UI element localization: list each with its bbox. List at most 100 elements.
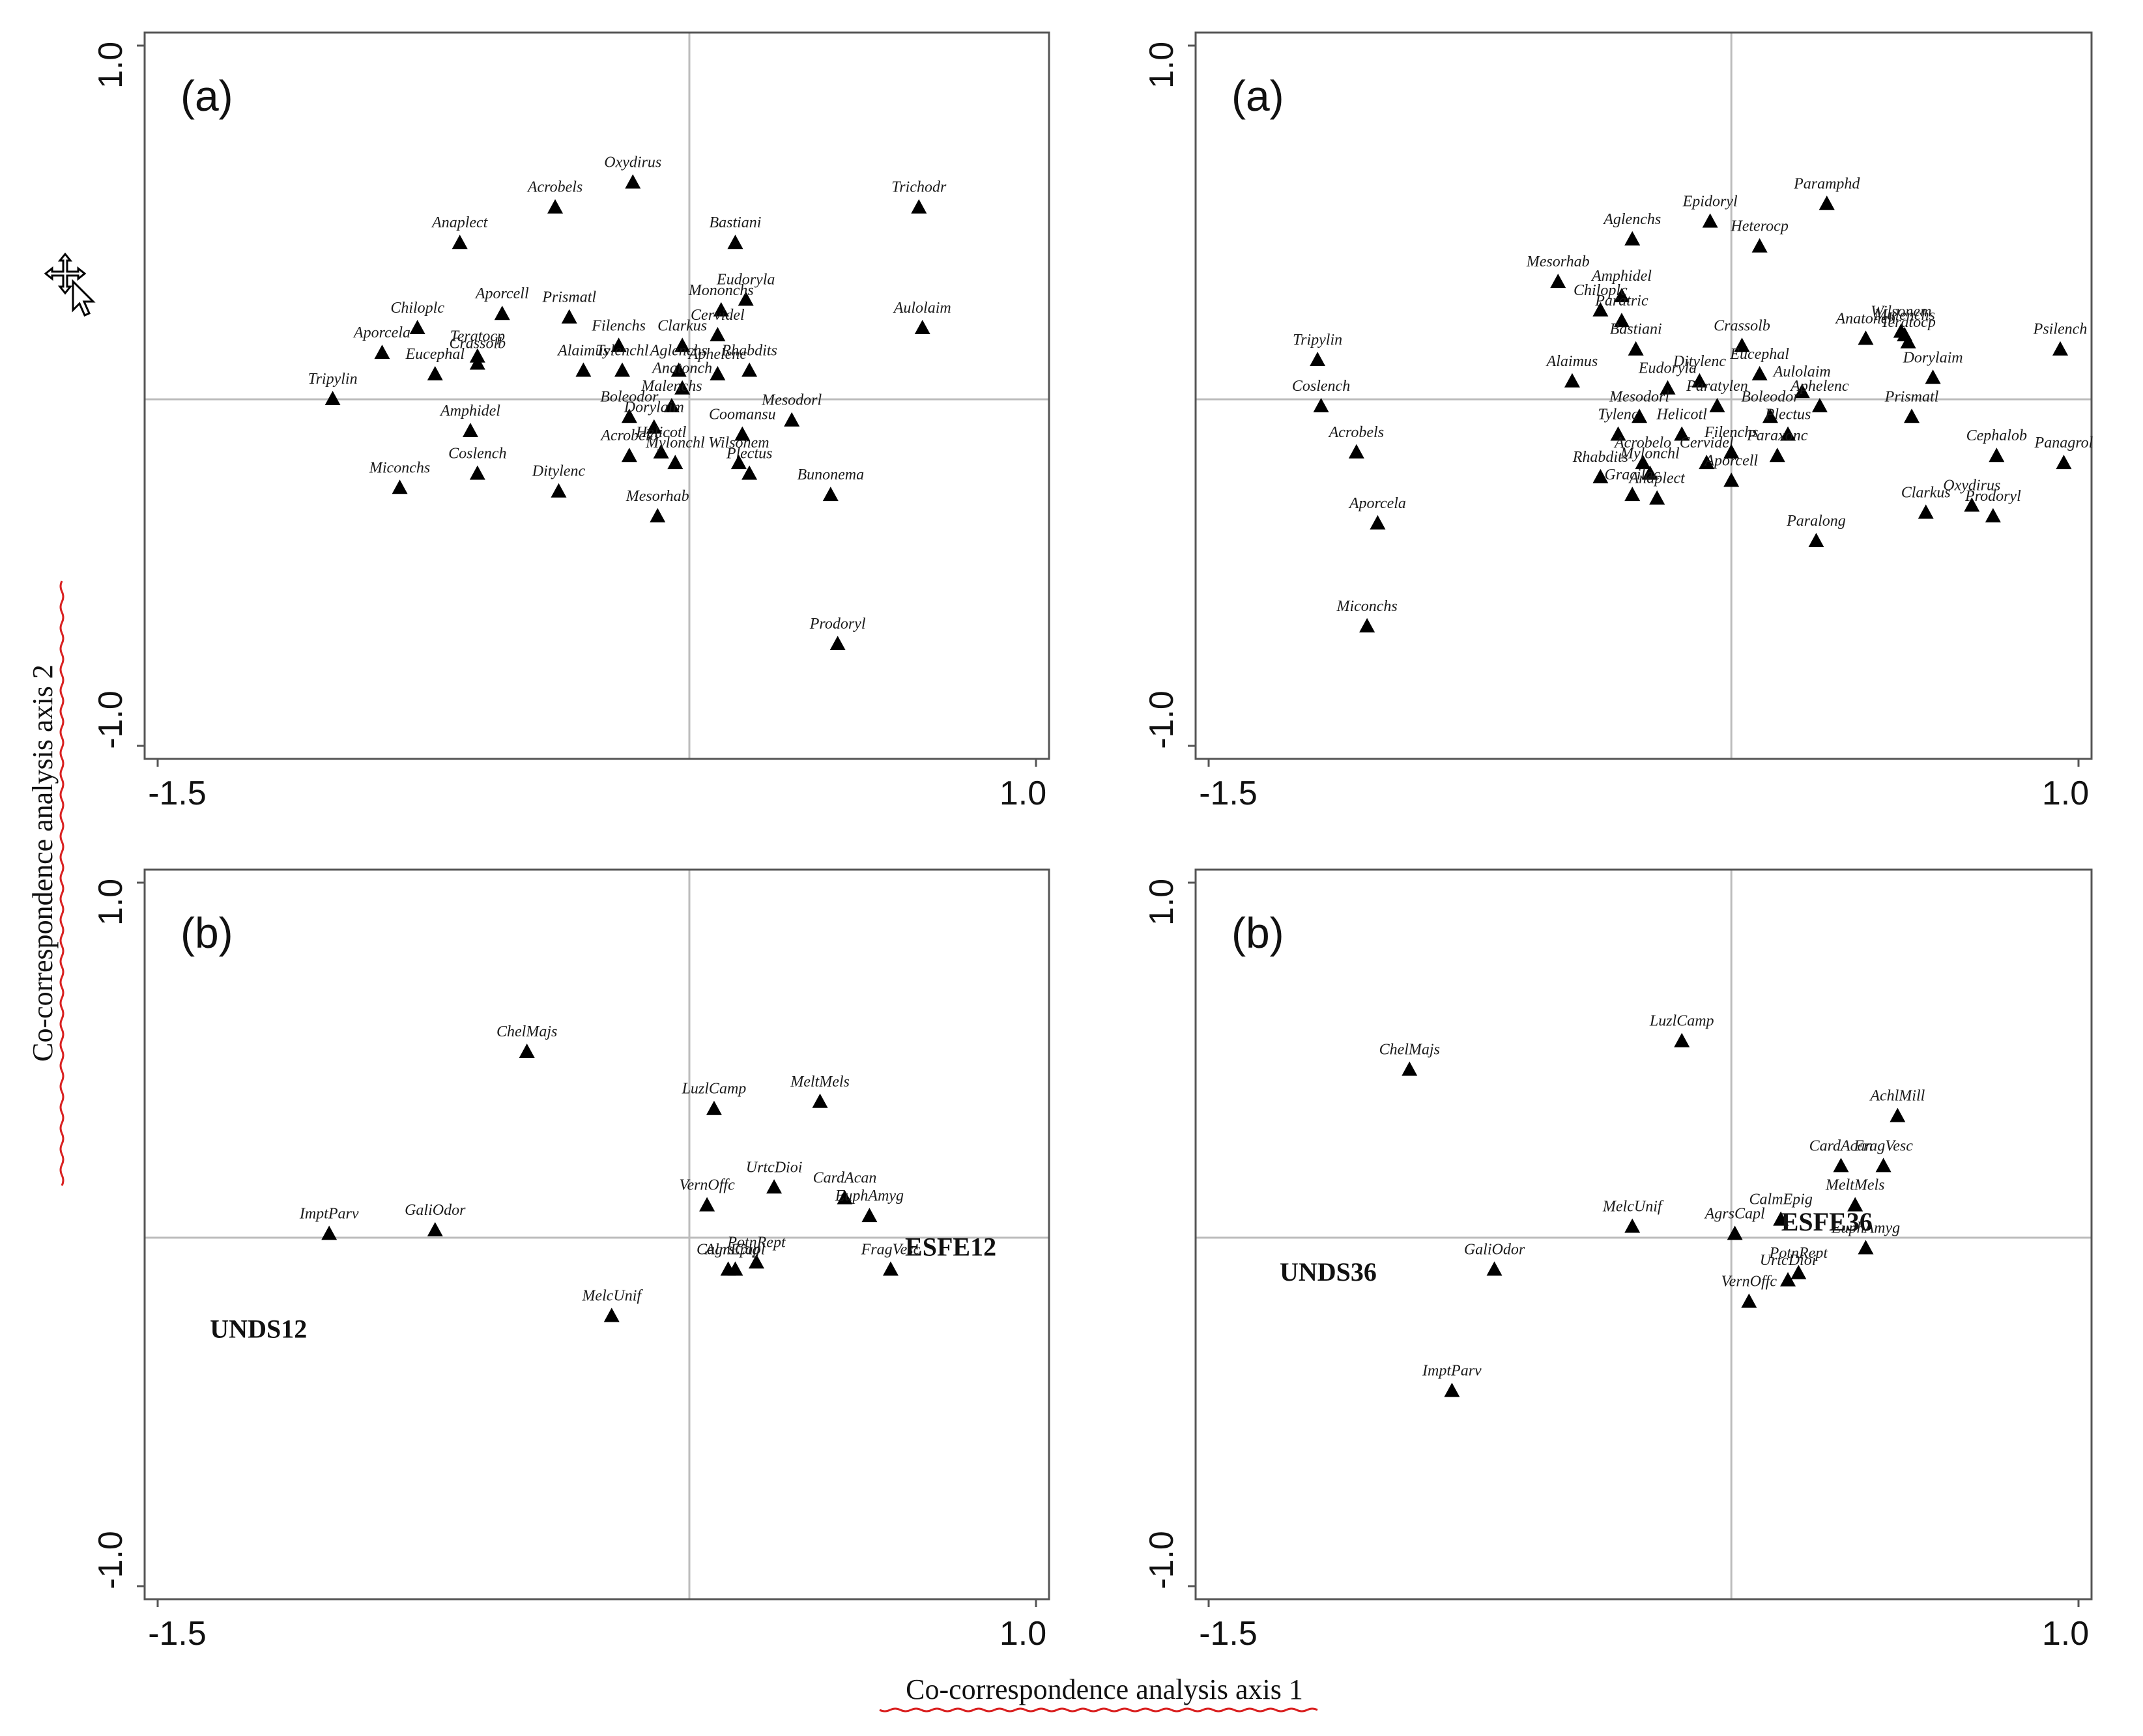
panel-bottom-left: 1.0 -1.0 -1.5 1.0 (b) ChelMajs MeltMels LuzlCam…	[92, 868, 1050, 1653]
point-marker	[1762, 408, 1778, 423]
point-marker	[861, 1208, 878, 1223]
point-marker	[1613, 287, 1630, 302]
point-marker	[1674, 426, 1690, 441]
point-label: UrtcDioi	[1760, 1252, 1817, 1269]
point-marker	[674, 337, 691, 352]
point-marker	[720, 1261, 736, 1276]
point-label: Teratocp	[1880, 314, 1935, 331]
point-marker	[1794, 384, 1810, 399]
point-marker	[1890, 1107, 1906, 1122]
point-marker	[1791, 1264, 1807, 1279]
panel-top-right: 1.0 -1.0 -1.5 1.0 (a) Paramphd Epidoryl Aglench…	[1143, 31, 2093, 812]
point-label: Dorylaim	[624, 399, 684, 416]
point-label: Chiloplc	[1574, 282, 1628, 299]
point-label: Cephalob	[1966, 427, 2027, 444]
point-marker	[706, 1100, 722, 1115]
point-label: Acrobels	[1328, 424, 1384, 441]
point-marker	[713, 302, 729, 317]
point-label: Alaimus	[556, 342, 609, 359]
plot-frame	[1194, 31, 2093, 760]
point-label: GaliOdor	[1464, 1241, 1525, 1258]
point-marker	[392, 479, 408, 494]
panel-tag: (a)	[1231, 72, 1284, 120]
point-label: Plectus	[1764, 406, 1811, 423]
point-label: ImptParv	[299, 1206, 359, 1223]
point-label: Helicotl	[635, 424, 687, 441]
point-label: VernOffc	[679, 1177, 735, 1194]
point-marker	[1808, 533, 1824, 547]
point-label: Ditylenc	[532, 463, 586, 480]
point-label: Amphidel	[1590, 268, 1652, 285]
point-marker	[1628, 341, 1644, 356]
point-label: Acrobelo	[599, 427, 657, 444]
point-marker	[650, 507, 666, 522]
point-label: Miconchs	[369, 459, 430, 476]
point-label: Helicotl	[1656, 406, 1708, 423]
point-label: Coslench	[448, 445, 506, 462]
point-marker	[822, 487, 839, 502]
site-label: ESFE12	[905, 1232, 996, 1261]
point-label: Aporcell	[474, 285, 529, 302]
point-label: Teratocp	[450, 328, 505, 345]
point-marker	[1660, 380, 1676, 395]
point-label: Amphidel	[439, 403, 500, 420]
point-label: Aporcell	[1703, 452, 1758, 469]
point-label: FragVesc	[1853, 1137, 1913, 1154]
point-marker	[621, 408, 637, 423]
point-label: EuphAmyg	[835, 1188, 904, 1204]
point-marker	[1723, 472, 1740, 487]
point-label: Anatonch	[1834, 310, 1895, 327]
point-label: Bunonema	[797, 466, 864, 483]
point-marker	[710, 326, 726, 341]
point-label: Malenchs	[640, 378, 702, 395]
point-label: Chiloplc	[390, 300, 444, 317]
point-label: Tylenchl	[596, 342, 649, 359]
plot-frame	[1194, 868, 2093, 1601]
point-label: Paraxonc	[1746, 427, 1808, 444]
point-marker	[1741, 1293, 1757, 1308]
point-marker	[1370, 515, 1386, 530]
point-marker	[2052, 341, 2069, 356]
point-marker	[914, 320, 930, 334]
point-label: Ditylenc	[1673, 353, 1727, 370]
point-label: Prodoryl	[1964, 488, 2021, 505]
point-label: PotnRept	[1769, 1245, 1829, 1262]
x-tick-label-right: 1.0	[2042, 775, 2089, 812]
point-marker	[452, 235, 468, 249]
point-label: Tylenc	[1598, 406, 1639, 423]
y-tick-label-bottom: -1.0	[1143, 690, 1181, 749]
point-marker	[646, 419, 662, 434]
point-label: ChelMajs	[1379, 1041, 1440, 1058]
point-label: MeltMels	[1825, 1177, 1885, 1194]
point-label: Trichodr	[891, 179, 947, 196]
point-marker	[1550, 274, 1566, 289]
point-marker	[409, 320, 425, 334]
point-marker	[734, 426, 751, 441]
point-label: Malenchs	[1874, 307, 1935, 324]
point-marker	[1649, 490, 1665, 505]
point-label: Alaimus	[1546, 353, 1598, 370]
point-label: Wilsonem	[1871, 303, 1931, 320]
point-label: Panagrol	[2034, 434, 2093, 451]
point-label: Paralong	[1786, 513, 1846, 530]
point-marker	[1847, 1197, 1863, 1212]
point-label: Anatonch	[651, 360, 712, 377]
point-label: LuzlCamp	[682, 1081, 747, 1098]
point-label: Eucephal	[405, 346, 465, 363]
point-label: Mesorhab	[626, 488, 689, 505]
point-marker	[1635, 455, 1651, 470]
point-label: Aporcela	[352, 324, 410, 341]
point-label: MelcUnif	[581, 1288, 643, 1305]
x-tick-label-left: -1.5	[148, 1615, 207, 1653]
point-marker	[1819, 195, 1835, 210]
point-marker	[611, 337, 627, 352]
x-axis-title-squiggle	[879, 1707, 1318, 1713]
panel-tag: (a)	[180, 72, 233, 120]
point-marker	[1900, 334, 1916, 349]
point-marker	[2056, 455, 2072, 470]
point-marker	[1989, 448, 2005, 462]
point-label: Acrobels	[526, 179, 582, 196]
point-marker	[1709, 397, 1725, 412]
x-tick-label-left: -1.5	[1199, 775, 1258, 812]
point-marker	[1624, 1218, 1641, 1233]
